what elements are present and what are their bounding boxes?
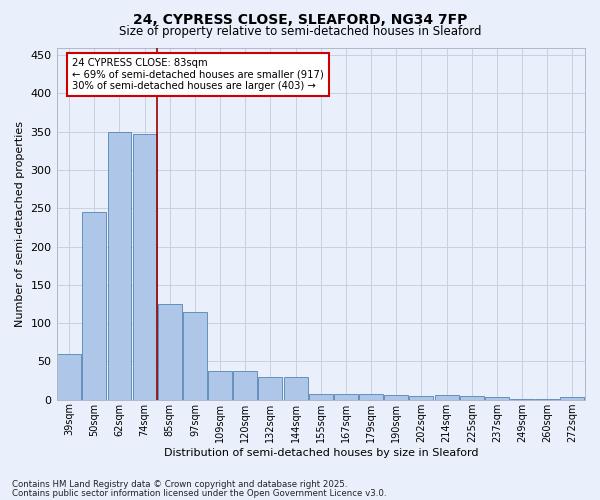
X-axis label: Distribution of semi-detached houses by size in Sleaford: Distribution of semi-detached houses by …	[164, 448, 478, 458]
Bar	[158, 304, 182, 400]
Text: Size of property relative to semi-detached houses in Sleaford: Size of property relative to semi-detach…	[119, 25, 481, 38]
Bar	[560, 398, 584, 400]
Bar	[535, 399, 559, 400]
Bar	[385, 395, 408, 400]
Bar	[82, 212, 106, 400]
Bar	[434, 395, 458, 400]
Y-axis label: Number of semi-detached properties: Number of semi-detached properties	[15, 120, 25, 326]
Text: 24, CYPRESS CLOSE, SLEAFORD, NG34 7FP: 24, CYPRESS CLOSE, SLEAFORD, NG34 7FP	[133, 12, 467, 26]
Bar	[208, 370, 232, 400]
Bar	[485, 396, 509, 400]
Bar	[107, 132, 131, 400]
Bar	[460, 396, 484, 400]
Text: Contains HM Land Registry data © Crown copyright and database right 2025.: Contains HM Land Registry data © Crown c…	[12, 480, 347, 489]
Bar	[133, 134, 157, 400]
Bar	[334, 394, 358, 400]
Bar	[510, 399, 534, 400]
Text: Contains public sector information licensed under the Open Government Licence v3: Contains public sector information licen…	[12, 488, 386, 498]
Bar	[183, 312, 207, 400]
Bar	[57, 354, 81, 400]
Text: 24 CYPRESS CLOSE: 83sqm
← 69% of semi-detached houses are smaller (917)
30% of s: 24 CYPRESS CLOSE: 83sqm ← 69% of semi-de…	[73, 58, 324, 92]
Bar	[284, 376, 308, 400]
Bar	[409, 396, 433, 400]
Bar	[309, 394, 333, 400]
Bar	[259, 376, 283, 400]
Bar	[359, 394, 383, 400]
Bar	[233, 370, 257, 400]
